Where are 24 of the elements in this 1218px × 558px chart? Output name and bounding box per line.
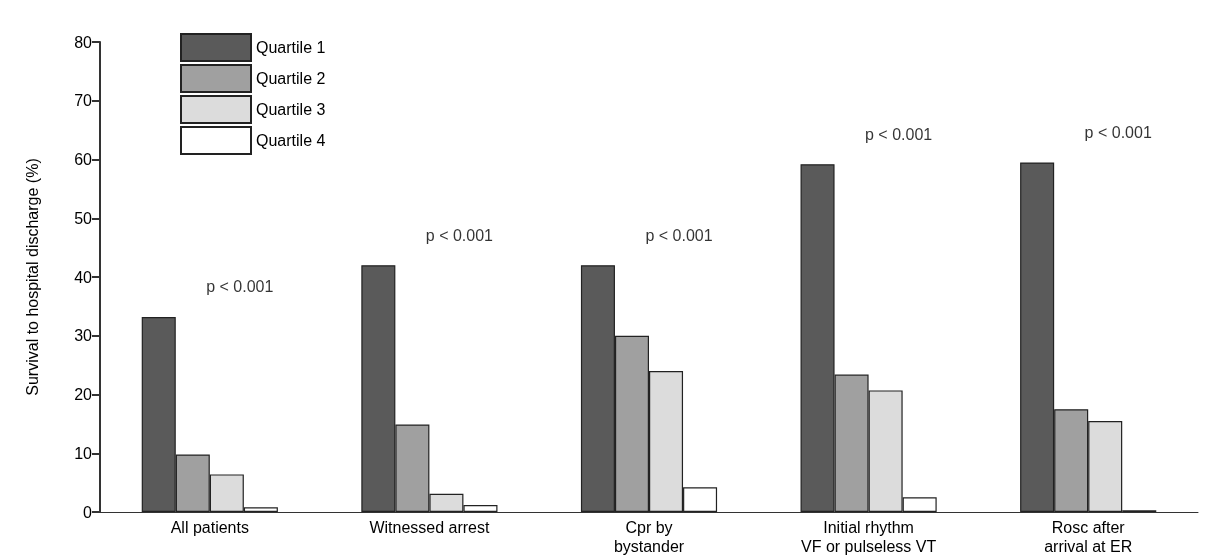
y-tick-label: 30: [74, 327, 93, 345]
x-tick-label: Initial rhythm VF or pulseless VT: [801, 519, 937, 555]
x-tick-label: Cpr by bystander: [613, 519, 685, 555]
x-tick-label: Rosc after arrival at ER: [1044, 519, 1133, 555]
legend-label: Quartile 1: [256, 39, 326, 56]
annotation: p < 0.001: [1084, 123, 1152, 141]
y-tick-label: 80: [74, 33, 93, 51]
legend-label: Quartile 3: [256, 101, 326, 118]
legend-label: Quartile 2: [256, 70, 326, 87]
y-tick-label: 50: [74, 209, 93, 227]
y-tick-label: 0: [83, 503, 93, 521]
y-axis-title: Survival to hospital discharge (%): [23, 158, 41, 396]
legend-label: Quartile 4: [256, 132, 326, 149]
y-tick-label: 70: [74, 92, 93, 110]
x-tick-label: Witnessed arrest: [369, 519, 490, 536]
annotation: p < 0.001: [206, 278, 274, 296]
annotation: p < 0.001: [645, 226, 713, 244]
y-tick-label: 60: [74, 151, 93, 168]
annotation: p < 0.001: [425, 226, 494, 244]
y-tick-label: 20: [74, 386, 93, 403]
y-tick-label: 10: [74, 444, 93, 462]
annotation: p < 0.001: [865, 125, 933, 143]
x-tick-label: All patients: [170, 519, 249, 536]
y-tick-label: 40: [74, 268, 93, 286]
